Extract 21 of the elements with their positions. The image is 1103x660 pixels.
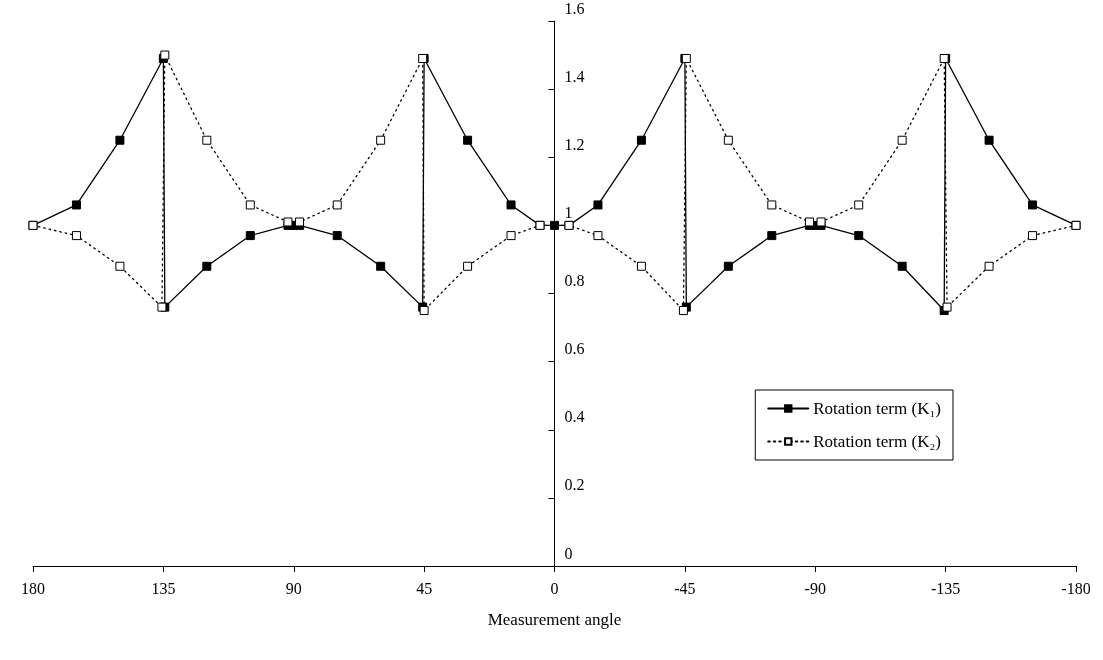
x-tick-label: 0: [550, 579, 559, 597]
y-tick-label: 1.6: [564, 0, 585, 17]
y-tick-label: 0.2: [564, 476, 585, 494]
x-tick-label: 180: [21, 579, 45, 597]
y-tick-label: 1.2: [564, 135, 585, 153]
y-tick-label: 1.4: [564, 67, 585, 85]
y-tick-label: 0.6: [564, 340, 585, 358]
x-tick-label: -90: [804, 579, 826, 597]
x-tick-label: 90: [285, 579, 302, 597]
x-axis-title: Measurement angle: [487, 610, 622, 629]
x-tick-label: -135: [930, 579, 961, 597]
legend-label: Rotation term (K₂): [813, 432, 941, 451]
x-tick-label: 45: [416, 579, 433, 597]
y-tick-label: 0.8: [564, 272, 585, 289]
y-tick-label: 0.4: [564, 408, 585, 426]
x-tick-label: -45: [674, 579, 696, 597]
x-tick-label: 135: [151, 579, 176, 597]
y-tick-label: 0: [564, 544, 573, 562]
legend-label: Rotation term (K₁): [813, 399, 941, 418]
x-tick-label: -180: [1061, 579, 1091, 597]
y-tick-label: 1: [564, 203, 573, 221]
